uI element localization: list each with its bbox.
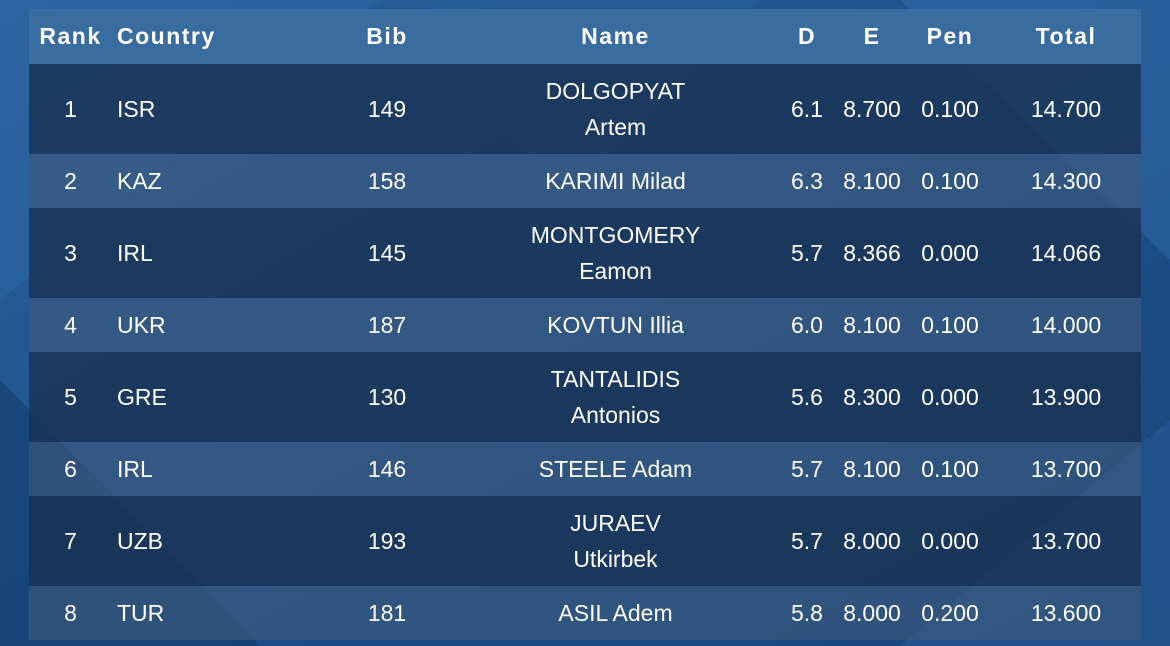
bib-cell: 187 xyxy=(322,298,452,352)
d-score-cell: 6.0 xyxy=(779,298,835,352)
country-cell: KAZ xyxy=(112,154,322,208)
e-score-cell: 8.100 xyxy=(835,298,909,352)
rank-cell: 5 xyxy=(29,352,112,442)
bib-cell: 158 xyxy=(322,154,452,208)
bib-cell: 146 xyxy=(322,442,452,496)
rank-cell: 4 xyxy=(29,298,112,352)
bib-cell: 145 xyxy=(322,208,452,298)
e-score-cell: 8.700 xyxy=(835,64,909,154)
penalty-cell: 0.100 xyxy=(909,442,991,496)
e-score-cell: 8.100 xyxy=(835,442,909,496)
total-cell: 13.700 xyxy=(991,496,1141,586)
country-cell: IRL xyxy=(112,208,322,298)
name-cell: ASIL Adem xyxy=(452,586,779,640)
d-score-cell: 5.7 xyxy=(779,496,835,586)
penalty-cell: 0.000 xyxy=(909,496,991,586)
penalty-cell: 0.100 xyxy=(909,298,991,352)
name-line-1: DOLGOPYAT xyxy=(545,78,686,104)
total-cell: 14.000 xyxy=(991,298,1141,352)
bib-cell: 149 xyxy=(322,64,452,154)
country-cell: UZB xyxy=(112,496,322,586)
header-country[interactable]: Country xyxy=(112,9,322,64)
total-cell: 14.066 xyxy=(991,208,1141,298)
header-total[interactable]: Total xyxy=(991,9,1141,64)
d-score-cell: 6.3 xyxy=(779,154,835,208)
header-pen[interactable]: Pen xyxy=(909,9,991,64)
table-row: 1 ISR 149 DOLGOPYAT Artem 6.1 8.700 0.100… xyxy=(29,64,1141,154)
table-row: 5 GRE 130 TANTALIDIS Antonios 5.6 8.300 0… xyxy=(29,352,1141,442)
e-score-cell: 8.300 xyxy=(835,352,909,442)
rank-cell: 7 xyxy=(29,496,112,586)
name-line-1: MONTGOMERY xyxy=(530,222,701,248)
table-row: 4 UKR 187 KOVTUN Illia 6.0 8.100 0.100 1… xyxy=(29,298,1141,352)
rank-cell: 3 xyxy=(29,208,112,298)
table-row: 2 KAZ 158 KARIMI Milad 6.3 8.100 0.100 1… xyxy=(29,154,1141,208)
penalty-cell: 0.100 xyxy=(909,64,991,154)
d-score-cell: 5.7 xyxy=(779,208,835,298)
country-cell: TUR xyxy=(112,586,322,640)
country-cell: GRE xyxy=(112,352,322,442)
table-row: 8 TUR 181 ASIL Adem 5.8 8.000 0.200 13.6… xyxy=(29,586,1141,640)
country-cell: UKR xyxy=(112,298,322,352)
header-bib[interactable]: Bib xyxy=(322,9,452,64)
e-score-cell: 8.366 xyxy=(835,208,909,298)
name-cell: JURAEV Utkirbek xyxy=(452,496,779,586)
name-line-2: Eamon xyxy=(579,258,652,284)
table-row: 6 IRL 146 STEELE Adam 5.7 8.100 0.100 13… xyxy=(29,442,1141,496)
table-body: 1 ISR 149 DOLGOPYAT Artem 6.1 8.700 0.100… xyxy=(29,64,1141,640)
penalty-cell: 0.100 xyxy=(909,154,991,208)
header-name[interactable]: Name xyxy=(452,9,779,64)
name-cell: KOVTUN Illia xyxy=(452,298,779,352)
d-score-cell: 5.8 xyxy=(779,586,835,640)
penalty-cell: 0.000 xyxy=(909,352,991,442)
total-cell: 14.700 xyxy=(991,64,1141,154)
penalty-cell: 0.000 xyxy=(909,208,991,298)
penalty-cell: 0.200 xyxy=(909,586,991,640)
name-line-1: TANTALIDIS xyxy=(550,366,681,392)
bib-cell: 181 xyxy=(322,586,452,640)
table-row: 3 IRL 145 MONTGOMERY Eamon 5.7 8.366 0.00… xyxy=(29,208,1141,298)
name-line-1: JURAEV xyxy=(570,510,661,536)
table-row: 7 UZB 193 JURAEV Utkirbek 5.7 8.000 0.000… xyxy=(29,496,1141,586)
d-score-cell: 6.1 xyxy=(779,64,835,154)
name-cell: TANTALIDIS Antonios xyxy=(452,352,779,442)
name-cell: STEELE Adam xyxy=(452,442,779,496)
d-score-cell: 5.6 xyxy=(779,352,835,442)
rank-cell: 2 xyxy=(29,154,112,208)
total-cell: 13.600 xyxy=(991,586,1141,640)
name-line-2: Utkirbek xyxy=(573,546,658,572)
rank-cell: 1 xyxy=(29,64,112,154)
e-score-cell: 8.000 xyxy=(835,496,909,586)
header-d[interactable]: D xyxy=(779,9,835,64)
d-score-cell: 5.7 xyxy=(779,442,835,496)
country-cell: IRL xyxy=(112,442,322,496)
name-cell: DOLGOPYAT Artem xyxy=(452,64,779,154)
e-score-cell: 8.000 xyxy=(835,586,909,640)
name-line-2: Antonios xyxy=(570,402,661,428)
header-e[interactable]: E xyxy=(835,9,909,64)
results-table: Rank Country Bib Name D E Pen Total 1 IS… xyxy=(29,9,1141,640)
rank-cell: 6 xyxy=(29,442,112,496)
name-cell: MONTGOMERY Eamon xyxy=(452,208,779,298)
header-row: Rank Country Bib Name D E Pen Total xyxy=(29,9,1141,64)
country-cell: ISR xyxy=(112,64,322,154)
total-cell: 13.700 xyxy=(991,442,1141,496)
total-cell: 14.300 xyxy=(991,154,1141,208)
name-line-2: Artem xyxy=(584,114,647,140)
total-cell: 13.900 xyxy=(991,352,1141,442)
bib-cell: 193 xyxy=(322,496,452,586)
e-score-cell: 8.100 xyxy=(835,154,909,208)
name-cell: KARIMI Milad xyxy=(452,154,779,208)
rank-cell: 8 xyxy=(29,586,112,640)
header-rank[interactable]: Rank xyxy=(29,9,112,64)
bib-cell: 130 xyxy=(322,352,452,442)
